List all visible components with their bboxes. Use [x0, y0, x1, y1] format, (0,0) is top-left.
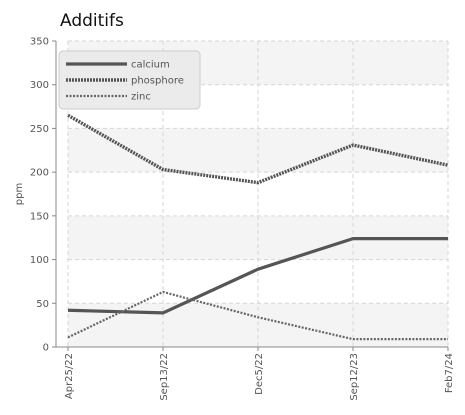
x-tick-label: Apr25/22 — [64, 353, 75, 399]
y-tick-label: 200 — [30, 168, 49, 179]
y-tick-label: 50 — [36, 299, 49, 310]
x-tick-label: Dec5/22 — [254, 353, 265, 395]
y-axis-label: ppm — [14, 183, 25, 205]
y-tick-label: 250 — [30, 124, 49, 135]
series-lines — [67, 113, 449, 341]
legend[interactable]: calcium phosphore zinc — [58, 50, 201, 110]
y-tick-labels: 0 50 100 150 200 250 300 350 — [30, 37, 56, 354]
y-tick-label: 150 — [30, 211, 49, 222]
legend-label-calcium[interactable]: calcium — [131, 60, 170, 71]
legend-label-zinc[interactable]: zinc — [131, 92, 151, 103]
y-tick-label: 0 — [43, 343, 49, 354]
legend-label-phosphore[interactable]: phosphore — [131, 76, 184, 87]
y-tick-label: 350 — [30, 37, 49, 48]
x-tick-label: Feb7/24 — [444, 353, 455, 393]
series-line-zinc — [67, 290, 448, 341]
y-tick-label: 100 — [30, 255, 49, 266]
x-tick-labels: Apr25/22 Sep13/22 Dec5/22 Sep12/23 Feb7/24 — [64, 347, 455, 401]
x-tick-label: Sep13/22 — [159, 353, 170, 401]
series-line-phosphore — [67, 113, 449, 185]
chart-title: Additifs — [60, 11, 124, 31]
axes — [55, 41, 448, 348]
x-tick-label: Sep12/23 — [349, 353, 360, 401]
y-tick-label: 300 — [30, 80, 49, 91]
series-line-calcium — [67, 236, 448, 315]
